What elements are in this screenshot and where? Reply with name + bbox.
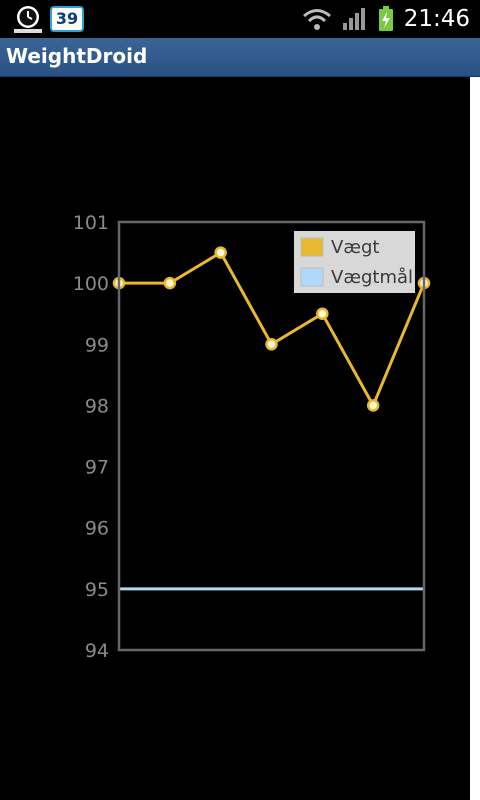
y-tick-label: 99: [85, 334, 109, 356]
data-point: [165, 278, 175, 288]
data-point: [216, 248, 226, 258]
legend: Vægt Vægtmål: [294, 231, 415, 293]
y-tick-label: 98: [85, 395, 109, 417]
data-point: [267, 339, 277, 349]
legend-label-vaegtmaal: Vægtmål: [331, 267, 413, 288]
y-tick-label: 97: [85, 457, 109, 479]
y-tick-label: 96: [85, 518, 109, 540]
y-tick-label: 94: [85, 640, 109, 662]
y-tick-label: 101: [73, 212, 109, 234]
legend-swatch-vaegtmaal: [301, 268, 323, 286]
legend-swatch-vaegt: [301, 238, 323, 256]
legend-label-vaegt: Vægt: [331, 237, 379, 258]
data-point: [317, 309, 327, 319]
data-point: [368, 400, 378, 410]
y-tick-label: 100: [73, 273, 109, 295]
y-tick-label: 95: [85, 579, 109, 601]
